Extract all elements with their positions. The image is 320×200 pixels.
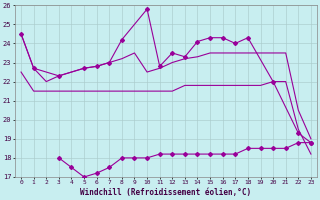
X-axis label: Windchill (Refroidissement éolien,°C): Windchill (Refroidissement éolien,°C) (80, 188, 252, 197)
